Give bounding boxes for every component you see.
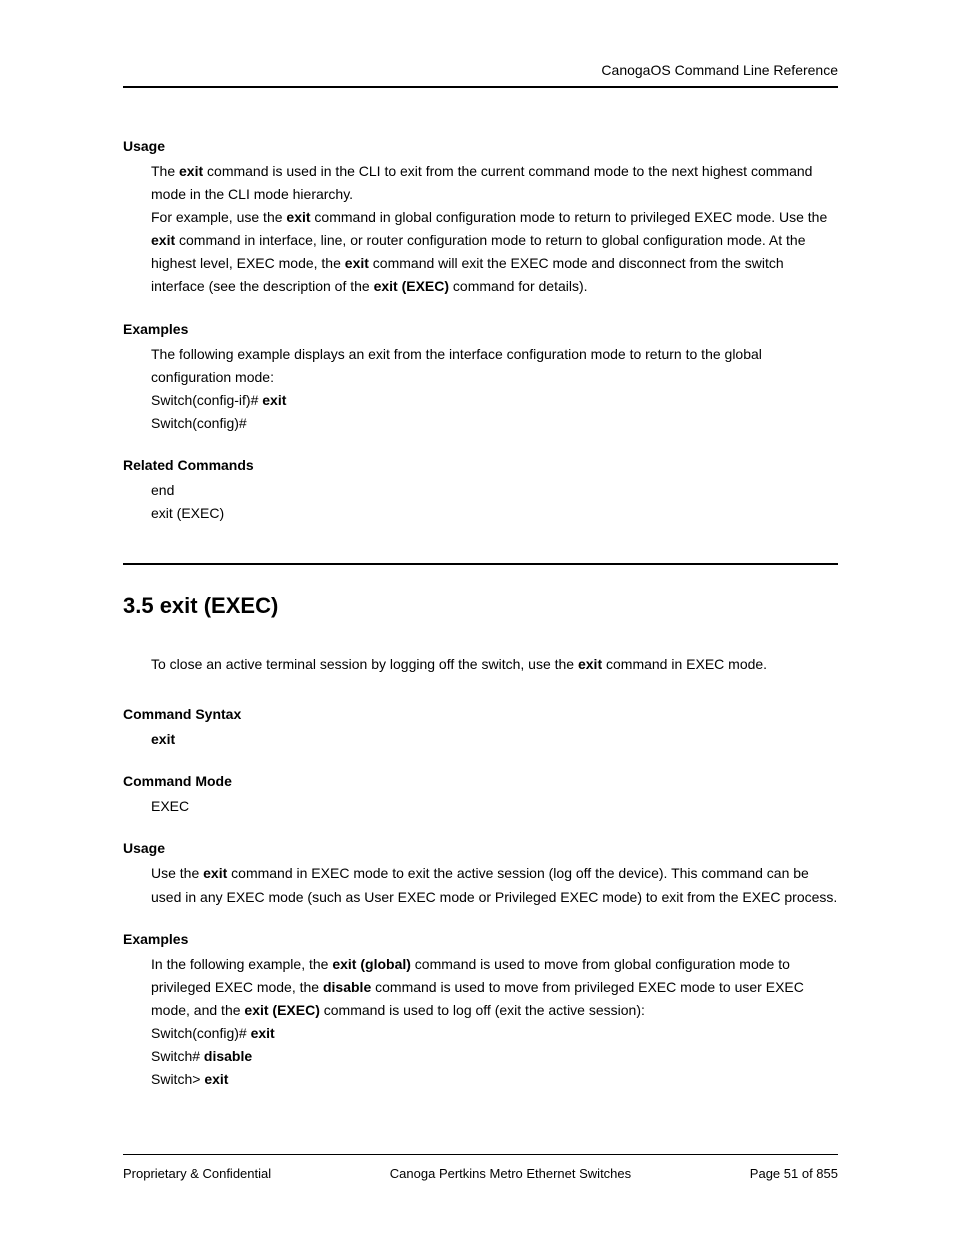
- chapter-heading: 3.5 exit (EXEC): [123, 593, 838, 619]
- examples-block: Examples The following example displays …: [123, 321, 838, 435]
- bold: exit (global): [332, 956, 411, 972]
- bold: exit (EXEC): [374, 278, 449, 294]
- syntax-value: exit: [151, 731, 175, 747]
- bold: exit: [345, 255, 369, 271]
- usage-heading: Usage: [123, 138, 838, 154]
- header-rule: [123, 86, 838, 88]
- related-item: exit (EXEC): [151, 502, 838, 525]
- bold: exit: [578, 656, 602, 672]
- mode-block: Command Mode EXEC: [123, 773, 838, 818]
- usage2-body: Use the exit command in EXEC mode to exi…: [151, 862, 838, 908]
- prompt: Switch>: [151, 1071, 204, 1087]
- syntax-block: Command Syntax exit: [123, 706, 838, 751]
- related-heading: Related Commands: [123, 457, 838, 473]
- mode-value: EXEC: [151, 798, 189, 814]
- text: command is used in the CLI to exit from …: [151, 163, 812, 202]
- prompt: Switch#: [151, 1048, 204, 1064]
- examples2-body: In the following example, the exit (glob…: [151, 953, 838, 1092]
- text: command in EXEC mode.: [602, 656, 767, 672]
- prompt: Switch(config)#: [151, 1025, 251, 1041]
- examples-heading: Examples: [123, 321, 838, 337]
- text: command in global configuration mode to …: [311, 209, 828, 225]
- document-page: CanogaOS Command Line Reference Usage Th…: [0, 0, 954, 1235]
- command: exit: [204, 1071, 228, 1087]
- page-header: CanogaOS Command Line Reference: [123, 62, 838, 86]
- footer-center: Canoga Pertkins Metro Ethernet Switches: [390, 1166, 631, 1181]
- cli-line: Switch(config)# exit: [151, 1022, 838, 1045]
- text: The: [151, 163, 179, 179]
- text: For example, use the: [151, 209, 286, 225]
- page-footer: Proprietary & Confidential Canoga Pertki…: [123, 1166, 838, 1181]
- related-item: end: [151, 479, 838, 502]
- prompt: Switch(config-if)#: [151, 392, 262, 408]
- mode-body: EXEC: [151, 795, 838, 818]
- bold: exit (EXEC): [244, 1002, 319, 1018]
- bold: exit: [203, 865, 227, 881]
- usage2-heading: Usage: [123, 840, 838, 856]
- cli-line: Switch> exit: [151, 1068, 838, 1091]
- cli-line: Switch(config)#: [151, 412, 838, 435]
- examples-body: The following example displays an exit f…: [151, 343, 838, 435]
- cli-line: Switch(config-if)# exit: [151, 389, 838, 412]
- bold: exit: [179, 163, 203, 179]
- usage-body: The exit command is used in the CLI to e…: [151, 160, 838, 299]
- syntax-body: exit: [151, 728, 838, 751]
- related-body: end exit (EXEC): [151, 479, 838, 525]
- examples-desc: The following example displays an exit f…: [151, 343, 838, 389]
- text: command for details).: [449, 278, 588, 294]
- command: exit: [251, 1025, 275, 1041]
- command: exit: [262, 392, 286, 408]
- text: command is used to log off (exit the act…: [320, 1002, 645, 1018]
- header-title: CanogaOS Command Line Reference: [601, 62, 838, 78]
- related-block: Related Commands end exit (EXEC): [123, 457, 838, 525]
- section-divider: [123, 563, 838, 565]
- usage2-block: Usage Use the exit command in EXEC mode …: [123, 840, 838, 908]
- syntax-heading: Command Syntax: [123, 706, 838, 722]
- footer-right: Page 51 of 855: [750, 1166, 838, 1181]
- text: command in EXEC mode to exit the active …: [151, 865, 837, 904]
- text: Use the: [151, 865, 203, 881]
- footer-left: Proprietary & Confidential: [123, 1166, 271, 1181]
- examples2-heading: Examples: [123, 931, 838, 947]
- chapter-intro: To close an active terminal session by l…: [151, 653, 838, 676]
- bold: exit: [151, 232, 175, 248]
- cli-line: Switch# disable: [151, 1045, 838, 1068]
- examples2-block: Examples In the following example, the e…: [123, 931, 838, 1092]
- mode-heading: Command Mode: [123, 773, 838, 789]
- command: disable: [204, 1048, 252, 1064]
- text: To close an active terminal session by l…: [151, 656, 578, 672]
- bold: exit: [286, 209, 310, 225]
- footer-rule: [123, 1154, 838, 1155]
- bold: disable: [323, 979, 371, 995]
- text: In the following example, the: [151, 956, 332, 972]
- usage-block: Usage The exit command is used in the CL…: [123, 138, 838, 299]
